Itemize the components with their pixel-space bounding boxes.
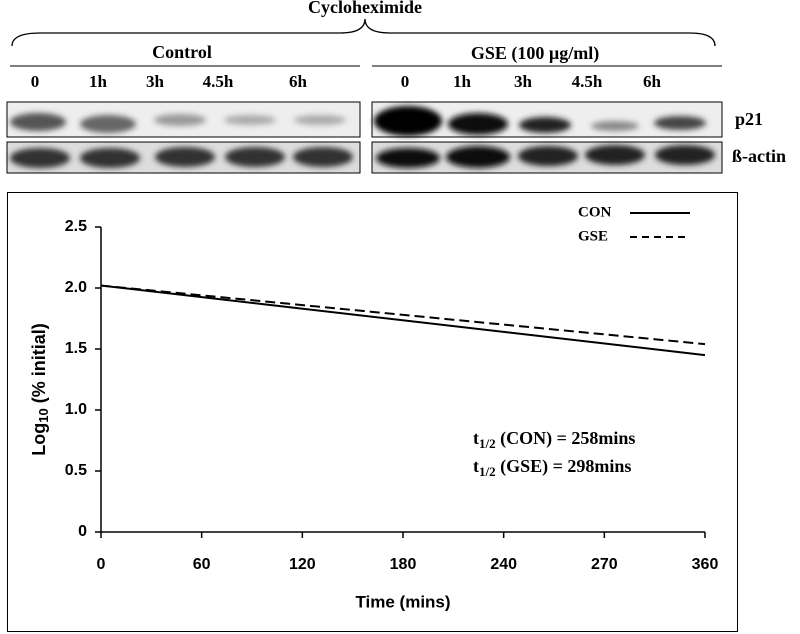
row-label: ß-actin <box>732 146 786 166</box>
group-label: GSE (100 µg/ml) <box>471 43 599 64</box>
lane-label: 6h <box>289 72 308 91</box>
y-axis-title-rest: (% initial) <box>29 323 49 408</box>
y-tick-label: 2.0 <box>65 279 87 296</box>
lane-label: 1h <box>89 72 108 91</box>
treatment-label: Cycloheximide <box>308 0 422 17</box>
y-tick-label: 1.5 <box>65 340 87 357</box>
chart-frame <box>7 192 738 632</box>
lane-label: 0 <box>31 72 40 91</box>
annotation: t1/2 (CON) = 258mins <box>473 428 635 451</box>
y-tick-label: 2.5 <box>65 218 87 235</box>
x-tick-label: 60 <box>193 556 211 573</box>
x-tick-label: 240 <box>490 556 517 573</box>
y-axis-title-main: Log <box>29 423 49 456</box>
series-line <box>100 284 706 357</box>
blot-panels <box>6 101 723 174</box>
y-tick-label: 1.0 <box>65 401 87 418</box>
x-tick-label: 0 <box>97 556 106 573</box>
lane-label: 0 <box>401 72 410 91</box>
annotation-sub: 1/2 <box>479 464 496 479</box>
lane-labels: 0 1h 3h 4.5h 6h 0 1h 3h 4.5h 6h <box>31 72 662 91</box>
row-label: p21 <box>735 109 763 129</box>
x-tick-label: 120 <box>289 556 316 573</box>
series-line <box>100 284 706 346</box>
annotation-main: t <box>473 456 479 476</box>
annotation-main: t <box>473 428 479 448</box>
x-axis-title: Time (mins) <box>355 592 450 611</box>
annotation-sub: 1/2 <box>479 436 496 451</box>
x-tick-label: 360 <box>692 556 719 573</box>
lane-label: 3h <box>514 72 533 91</box>
group-label: Control <box>152 42 212 62</box>
y-axis-title-sub: 10 <box>36 408 51 422</box>
y-axis-title: Log10 (% initial) <box>29 323 52 455</box>
legend-label: GSE <box>578 228 608 244</box>
x-tick-label: 270 <box>591 556 618 573</box>
legend-label: CON <box>578 204 612 220</box>
lane-label: 3h <box>146 72 165 91</box>
lane-label: 4.5h <box>572 72 603 91</box>
lane-label: 1h <box>453 72 472 91</box>
lane-label: 4.5h <box>203 72 234 91</box>
y-tick-label: 0 <box>78 523 87 540</box>
bands <box>10 106 715 168</box>
annotation-rest: (GSE) = 298mins <box>496 456 632 477</box>
lane-label: 6h <box>643 72 662 91</box>
annotation-rest: (CON) = 258mins <box>496 428 636 449</box>
brace <box>11 18 716 47</box>
y-tick-label: 0.5 <box>65 462 87 479</box>
x-tick-label: 180 <box>390 556 417 573</box>
annotation: t1/2 (GSE) = 298mins <box>473 456 631 479</box>
